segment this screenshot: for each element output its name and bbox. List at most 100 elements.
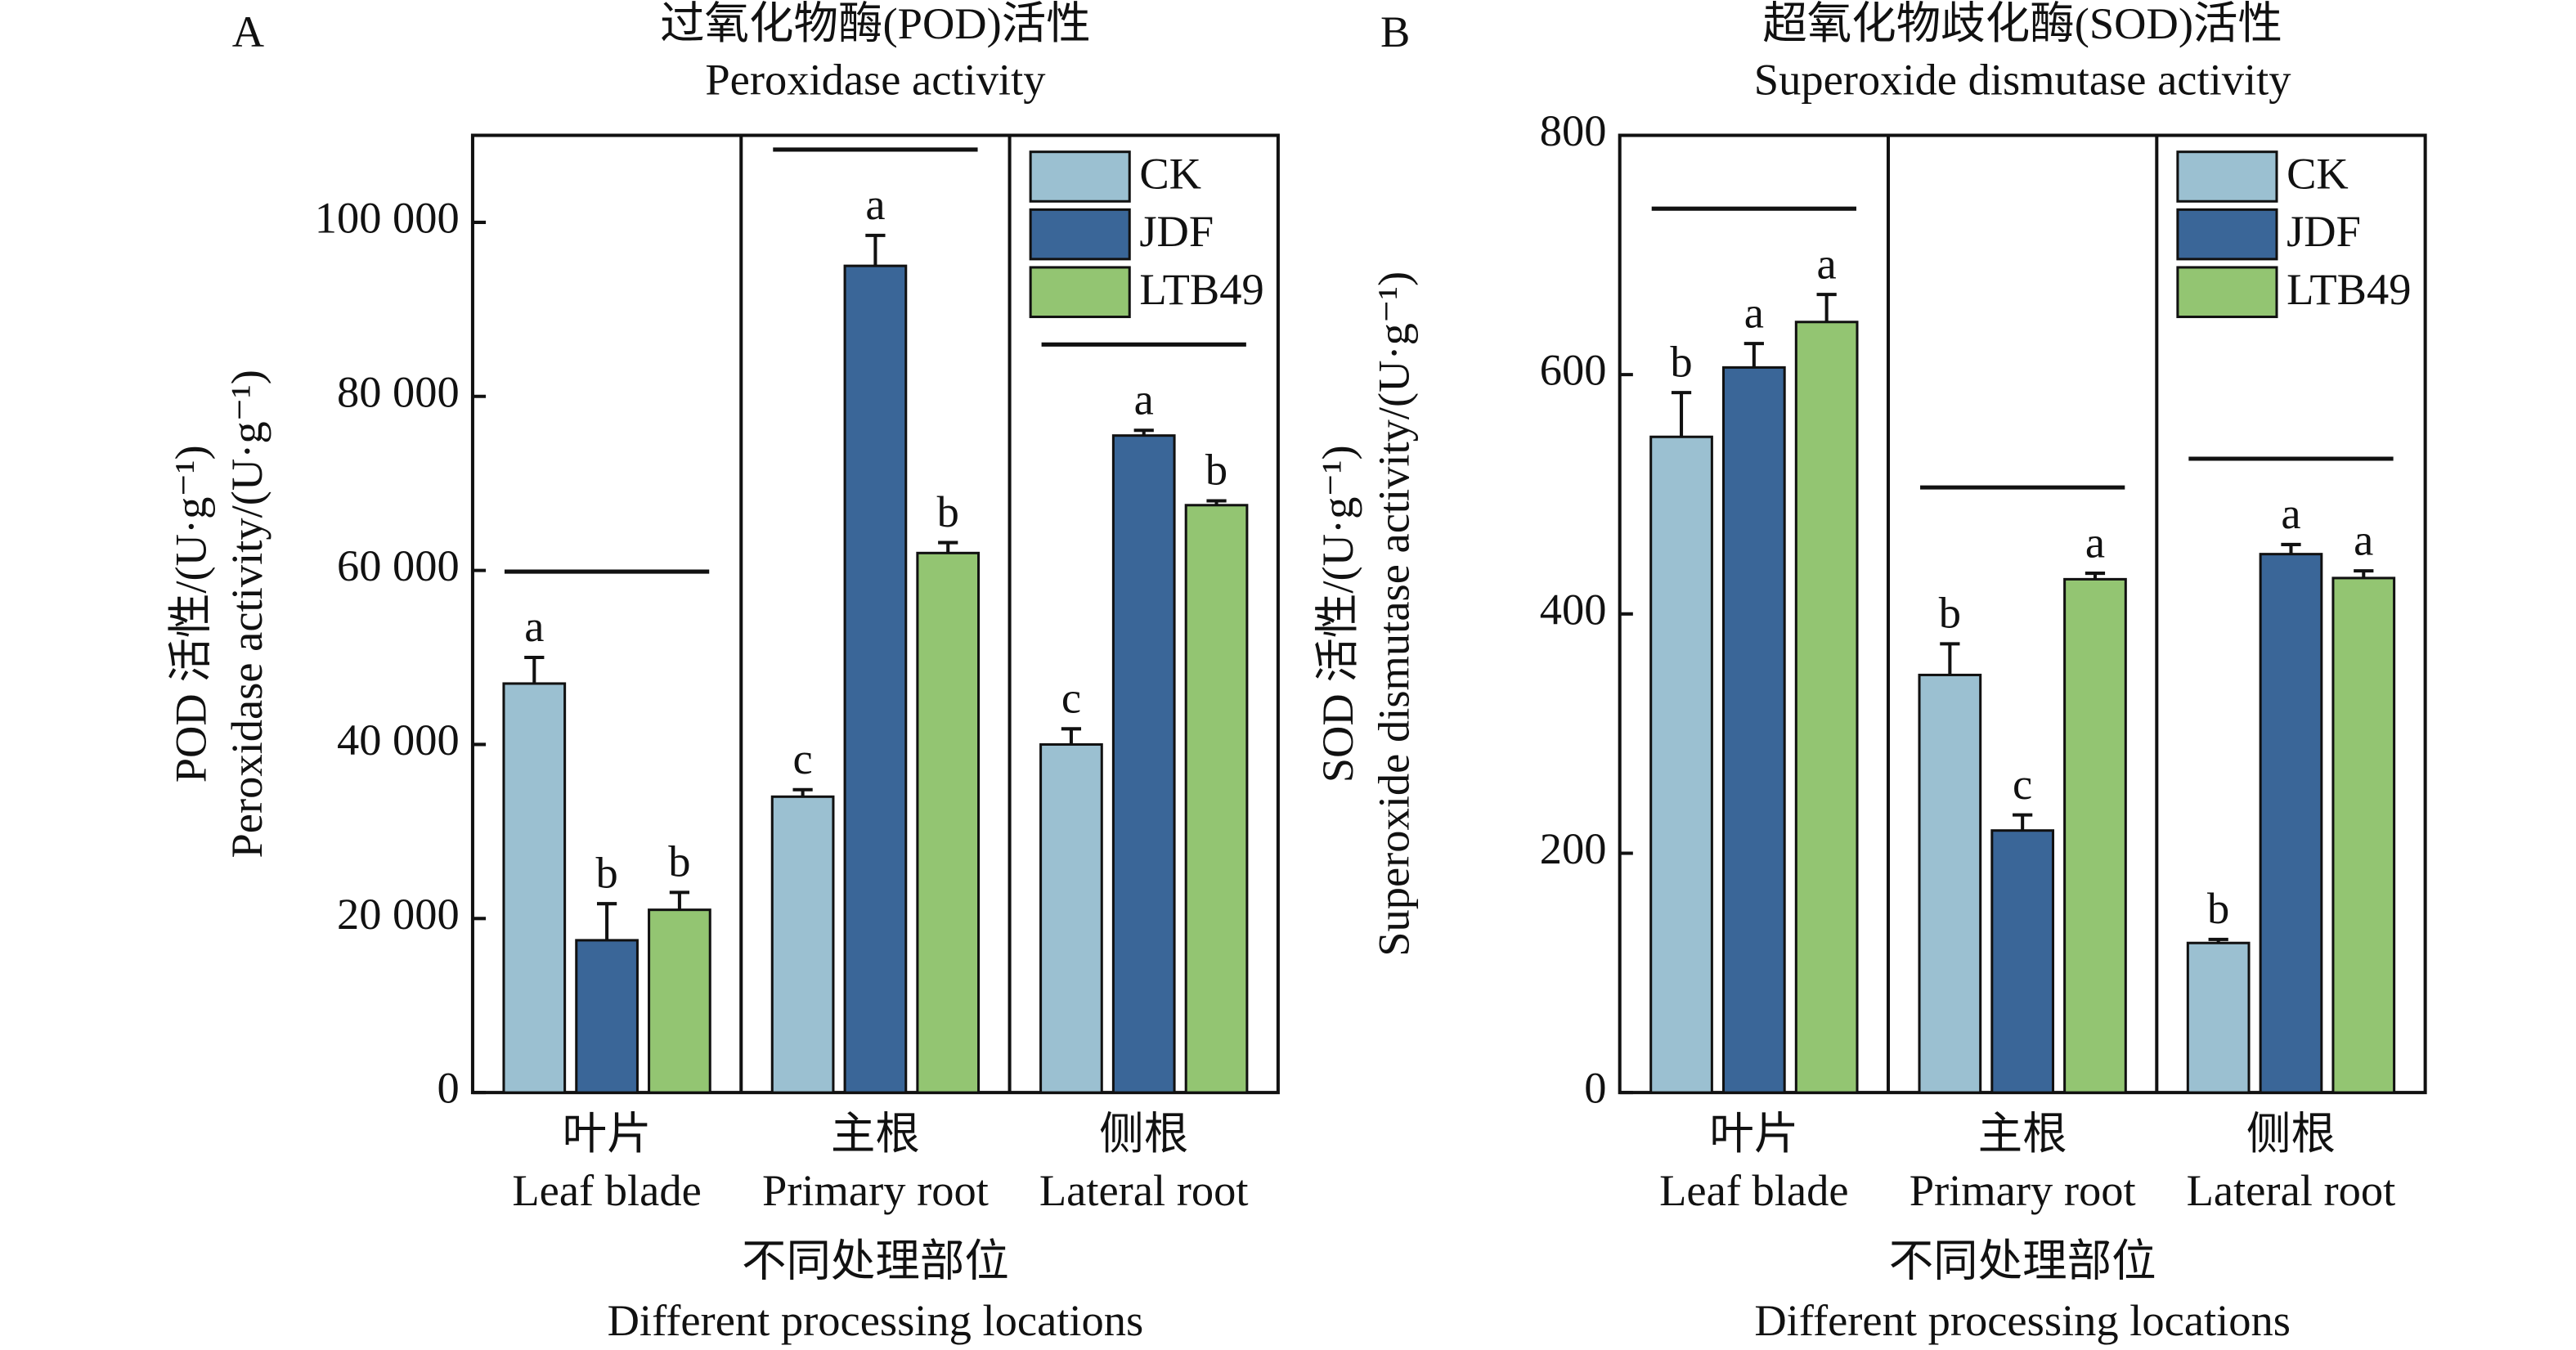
- x-axis-label: 不同处理部位: [742, 1236, 1009, 1286]
- y-tick-label: 400: [1540, 584, 1607, 634]
- x-tick-label: Lateral root: [2187, 1165, 2396, 1215]
- error-bar: [669, 890, 690, 910]
- x-tick-label: Leaf blade: [512, 1165, 701, 1215]
- legend-swatch: [1029, 266, 1131, 319]
- error-bar: [938, 540, 958, 554]
- significance-letter: c: [793, 733, 813, 783]
- legend-label: JDF: [2287, 206, 2361, 256]
- bar: [648, 908, 711, 1094]
- significance-letter: c: [1061, 673, 1081, 723]
- significance-letter: b: [2207, 883, 2229, 933]
- error-bar: [2281, 542, 2301, 554]
- bar: [1111, 434, 1176, 1094]
- bar: [1990, 829, 2055, 1094]
- y-tick-label: 20 000: [337, 889, 460, 939]
- significance-letter: b: [937, 487, 959, 536]
- error-bar: [1816, 293, 1837, 322]
- error-bar: [1061, 727, 1082, 745]
- bar: [502, 682, 567, 1094]
- x-axis-label: Different processing locations: [608, 1295, 1144, 1345]
- bar: [2331, 576, 2396, 1094]
- x-tick-label: Leaf blade: [1659, 1165, 1848, 1215]
- bar: [1918, 673, 1982, 1094]
- error-bar: [865, 233, 886, 267]
- x-tick-label: Primary root: [762, 1165, 989, 1215]
- error-bar: [1940, 642, 1960, 675]
- error-bar: [596, 902, 617, 940]
- bar: [1649, 435, 1713, 1094]
- chart-title: Superoxide dismutase activity: [1754, 54, 2291, 104]
- bar: [1794, 321, 1859, 1094]
- chart-title: Peroxidase activity: [705, 54, 1046, 104]
- x-tick-label: Primary root: [1910, 1165, 2136, 1215]
- significance-letter: b: [1939, 588, 1961, 638]
- significance-letter: c: [2013, 759, 2032, 809]
- y-axis-label: Peroxidase activity/(U·g⁻¹): [222, 370, 272, 858]
- legend-label: CK: [1139, 148, 1201, 198]
- significance-letter: b: [1205, 445, 1227, 495]
- y-tick-label: 40 000: [337, 715, 460, 765]
- y-tick-label: 0: [1584, 1063, 1606, 1113]
- legend-label: LTB49: [2287, 264, 2411, 314]
- x-tick-label: 侧根: [2246, 1109, 2336, 1159]
- error-bar: [2354, 569, 2374, 578]
- error-bar: [524, 656, 545, 684]
- significance-letter: a: [524, 601, 544, 651]
- y-axis-label: SOD 活性/(U·g⁻¹): [1313, 445, 1362, 783]
- error-bar: [2085, 572, 2106, 580]
- legend-swatch: [2176, 150, 2278, 203]
- x-tick-label: 叶片: [1709, 1109, 1798, 1159]
- bar: [2186, 941, 2251, 1094]
- legend-label: CK: [2287, 148, 2349, 198]
- chart-title: 过氧化物酶(POD)活性: [660, 0, 1091, 48]
- error-bar: [1744, 342, 1764, 368]
- x-tick-label: Lateral root: [1039, 1165, 1249, 1215]
- x-tick-label: 主根: [831, 1109, 920, 1159]
- y-tick-label: 600: [1540, 345, 1607, 395]
- bar: [2063, 577, 2127, 1094]
- x-tick-label: 叶片: [563, 1109, 652, 1159]
- significance-letter: a: [2354, 514, 2373, 564]
- bar: [770, 795, 835, 1094]
- x-axis-label: Different processing locations: [1754, 1295, 2291, 1345]
- y-tick-label: 60 000: [337, 540, 460, 590]
- error-bar: [1671, 391, 1692, 437]
- significance-letter: a: [865, 179, 885, 229]
- legend-swatch: [1029, 208, 1131, 261]
- x-axis-label: 不同处理部位: [1889, 1236, 2156, 1286]
- legend-label: JDF: [1139, 206, 1214, 256]
- error-bar: [1133, 428, 1154, 436]
- y-axis-label: Superoxide dismutase activity/(U·g⁻¹): [1369, 271, 1419, 957]
- significance-letter: a: [2085, 517, 2105, 567]
- y-axis-label: POD 活性/(U·g⁻¹): [165, 445, 215, 783]
- error-bar: [2208, 937, 2228, 944]
- error-bar: [2013, 813, 2033, 831]
- bar: [575, 939, 639, 1094]
- legend-label: LTB49: [1139, 264, 1263, 314]
- y-tick-label: 80 000: [337, 366, 460, 416]
- panel-label: B: [1380, 7, 1410, 56]
- significance-letter: a: [1817, 238, 1837, 288]
- bar: [843, 264, 908, 1094]
- error-bar: [792, 787, 813, 797]
- significance-letter: b: [595, 847, 617, 897]
- significance-letter: b: [668, 836, 690, 886]
- x-tick-label: 侧根: [1099, 1109, 1188, 1159]
- error-bar: [1206, 499, 1227, 505]
- bar: [916, 551, 981, 1094]
- panel-label: A: [232, 7, 264, 56]
- x-tick-label: 主根: [1978, 1109, 2067, 1159]
- y-tick-label: 100 000: [315, 192, 460, 242]
- y-tick-label: 200: [1540, 823, 1607, 873]
- significance-letter: b: [1670, 336, 1692, 386]
- significance-letter: a: [1744, 287, 1764, 337]
- significance-letter: a: [1134, 374, 1154, 424]
- legend-swatch: [1029, 150, 1131, 203]
- bar: [1721, 366, 1786, 1094]
- legend-swatch: [2176, 208, 2278, 261]
- y-tick-label: 0: [438, 1063, 460, 1113]
- significance-letter: a: [2281, 488, 2300, 538]
- chart-title: 超氧化物歧化酶(SOD)活性: [1762, 0, 2282, 48]
